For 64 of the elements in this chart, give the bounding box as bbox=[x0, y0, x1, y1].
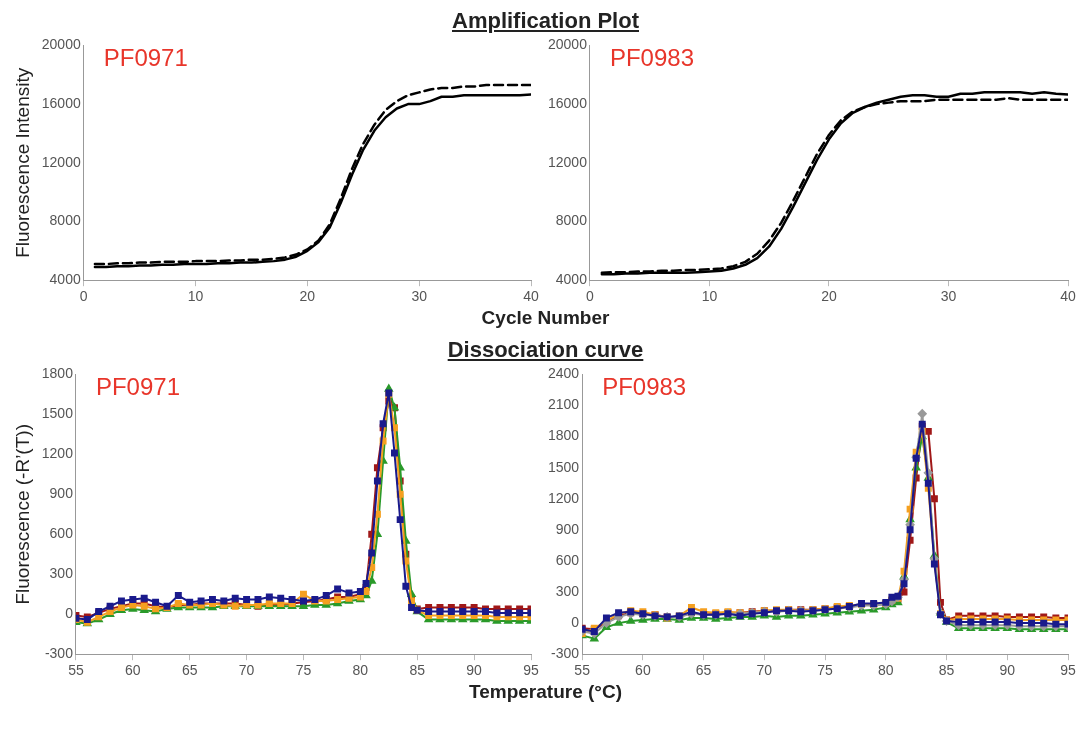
y-tick-label: 600 bbox=[49, 525, 74, 542]
x-tick-label: 20 bbox=[299, 288, 316, 305]
x-tick-label: 90 bbox=[466, 662, 483, 679]
x-tick-label: 75 bbox=[817, 662, 834, 679]
x-tick-label: 60 bbox=[635, 662, 651, 679]
x-tick-label: 20 bbox=[821, 288, 837, 305]
y-tick-label: 0 bbox=[571, 613, 580, 630]
y-tick-label: 2100 bbox=[547, 396, 580, 413]
y-tick-label: 1200 bbox=[547, 489, 580, 506]
x-tick-label: 75 bbox=[295, 662, 312, 679]
x-tick-label: 85 bbox=[938, 662, 955, 679]
y-tick-label: -300 bbox=[551, 645, 580, 662]
y-tick-label: 20000 bbox=[547, 36, 588, 53]
x-tick-label: 90 bbox=[999, 662, 1016, 679]
y-tick-label: 1500 bbox=[41, 405, 74, 422]
y-axis-title: Fluorescence (-R’(T)) bbox=[11, 424, 33, 605]
y-tick-label: 4000 bbox=[49, 271, 81, 288]
y-tick-label: -300 bbox=[44, 645, 74, 662]
x-tick-label: 30 bbox=[411, 288, 428, 305]
y-tick-label: 20000 bbox=[41, 36, 81, 53]
annotation: PF0983 bbox=[609, 44, 694, 72]
x-tick-label: 55 bbox=[574, 662, 591, 679]
x-tick-label: 40 bbox=[523, 288, 539, 305]
x-tick-label: 80 bbox=[878, 662, 894, 679]
x-tick-label: 40 bbox=[1060, 288, 1076, 305]
annotation: PF0983 bbox=[602, 373, 687, 401]
chart-title: Dissociation curve bbox=[446, 337, 645, 363]
x-tick-label: 65 bbox=[181, 662, 198, 679]
x-axis-title: Cycle Number bbox=[480, 307, 611, 329]
y-tick-label: 4000 bbox=[555, 271, 588, 288]
y-tick-label: 1500 bbox=[547, 458, 580, 475]
y-tick-label: 2400 bbox=[547, 365, 580, 382]
y-tick-label: 1200 bbox=[41, 445, 74, 462]
x-tick-label: 95 bbox=[523, 662, 539, 679]
y-tick-label: 12000 bbox=[41, 153, 81, 170]
x-axis-title: Temperature (°C) bbox=[468, 681, 623, 703]
y-tick-label: 16000 bbox=[41, 94, 81, 111]
x-tick-label: 30 bbox=[940, 288, 957, 305]
y-tick-label: 1800 bbox=[547, 427, 580, 444]
x-tick-label: 10 bbox=[187, 288, 204, 305]
chart-title: Amplification Plot bbox=[451, 8, 640, 34]
x-tick-label: 10 bbox=[701, 288, 718, 305]
x-tick-label: 95 bbox=[1060, 662, 1076, 679]
y-axis-title: Fluorescence Intensity bbox=[11, 67, 33, 258]
x-tick-label: 60 bbox=[125, 662, 141, 679]
x-tick-label: 70 bbox=[756, 662, 773, 679]
y-tick-label: 900 bbox=[49, 485, 74, 502]
y-tick-label: 8000 bbox=[555, 212, 588, 229]
y-tick-label: 0 bbox=[65, 605, 74, 622]
y-tick-label: 16000 bbox=[547, 94, 588, 111]
x-tick-label: 55 bbox=[68, 662, 84, 679]
y-tick-label: 900 bbox=[555, 520, 580, 537]
y-tick-label: 300 bbox=[555, 582, 580, 599]
y-tick-label: 8000 bbox=[49, 212, 81, 229]
annotation: PF0971 bbox=[103, 44, 188, 72]
y-tick-label: 12000 bbox=[547, 153, 588, 170]
y-tick-label: 1800 bbox=[41, 365, 74, 382]
x-tick-label: 65 bbox=[695, 662, 712, 679]
x-tick-label: 70 bbox=[238, 662, 255, 679]
x-tick-label: 80 bbox=[352, 662, 369, 679]
y-tick-label: 300 bbox=[49, 565, 74, 582]
annotation: PF0971 bbox=[95, 373, 181, 401]
y-tick-label: 600 bbox=[555, 551, 580, 568]
x-tick-label: 85 bbox=[409, 662, 426, 679]
